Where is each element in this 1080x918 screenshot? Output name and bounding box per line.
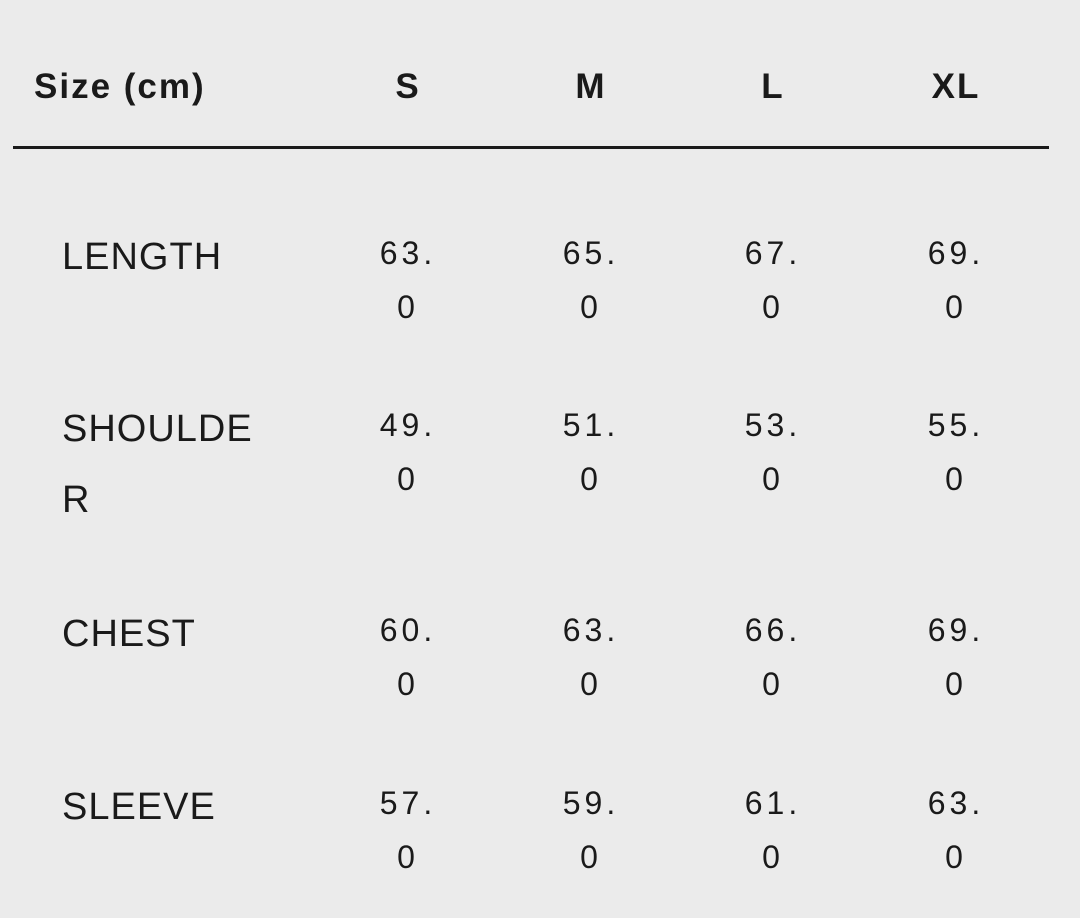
cell-value: 55.0 — [927, 407, 985, 497]
row-label: SHOULDER — [62, 408, 253, 521]
cell-value: 49.0 — [379, 407, 437, 497]
header-size-l: L — [761, 67, 785, 106]
cell-value: 51.0 — [562, 407, 620, 497]
cell-value: 53.0 — [744, 407, 802, 497]
cell-value: 61.0 — [744, 785, 802, 875]
row-label: LENGTH — [62, 236, 223, 278]
cell-value: 69.0 — [927, 235, 985, 325]
cell-value: 57.0 — [379, 785, 437, 875]
cell-value: 63.0 — [562, 612, 620, 702]
header-size-label: Size (cm) — [34, 67, 206, 106]
header-size-m: M — [575, 67, 607, 106]
header-size-xl: XL — [931, 67, 981, 106]
cell-value: 66.0 — [744, 612, 802, 702]
row-label: SLEEVE — [62, 786, 216, 828]
row-label: CHEST — [62, 613, 196, 655]
header-size-s: S — [395, 67, 421, 106]
cell-value: 69.0 — [927, 612, 985, 702]
cell-value: 60.0 — [379, 612, 437, 702]
cell-value: 67.0 — [744, 235, 802, 325]
header-divider — [13, 146, 1049, 149]
cell-value: 63.0 — [379, 235, 437, 325]
cell-value: 59.0 — [562, 785, 620, 875]
cell-value: 63.0 — [927, 785, 985, 875]
cell-value: 65.0 — [562, 235, 620, 325]
